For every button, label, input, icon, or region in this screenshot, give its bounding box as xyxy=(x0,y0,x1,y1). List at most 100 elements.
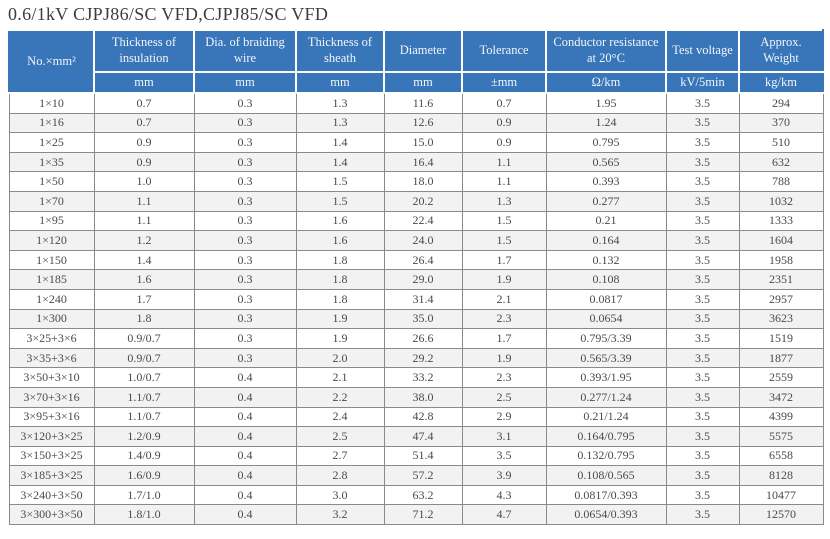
cell-sheath: 1.3 xyxy=(295,112,385,134)
cell-braiding: 0.3 xyxy=(193,269,297,290)
cell-diameter: 31.4 xyxy=(383,288,463,310)
cell-braiding: 0.3 xyxy=(193,288,297,310)
cell-weight: 294 xyxy=(738,92,824,114)
cell-resistance: 0.108/0.565 xyxy=(545,465,667,486)
cell-braiding: 0.3 xyxy=(193,171,297,192)
cell-testvoltage: 3.5 xyxy=(665,328,740,349)
cell-braiding: 0.3 xyxy=(193,132,297,153)
cell-tolerance: 1.5 xyxy=(461,210,547,232)
cell-size: 3×25+3×6 xyxy=(8,328,95,349)
cell-diameter: 51.4 xyxy=(383,445,463,467)
column-header-diameter: Diameter xyxy=(383,29,463,73)
cell-diameter: 33.2 xyxy=(383,367,463,388)
cell-testvoltage: 3.5 xyxy=(665,151,740,173)
cell-insulation: 1.1/0.7 xyxy=(93,406,195,428)
cell-insulation: 1.6 xyxy=(93,269,195,290)
header-unit-row: mm mm mm mm ±mm Ω/km kV/5min kg/km xyxy=(9,71,824,94)
cell-braiding: 0.4 xyxy=(193,367,297,388)
cell-sheath: 2.8 xyxy=(295,465,385,486)
cell-testvoltage: 3.5 xyxy=(665,386,740,408)
cell-braiding: 0.3 xyxy=(193,210,297,232)
cell-insulation: 1.6/0.9 xyxy=(93,465,195,486)
cell-resistance: 0.393 xyxy=(545,171,667,192)
cell-sheath: 1.8 xyxy=(295,269,385,290)
cell-resistance: 0.0654 xyxy=(545,308,667,330)
cell-size: 1×120 xyxy=(8,230,95,251)
cell-tolerance: 4.7 xyxy=(461,504,547,526)
unit-resistance: Ω/km xyxy=(545,71,667,94)
cell-sheath: 1.6 xyxy=(295,210,385,232)
cell-testvoltage: 3.5 xyxy=(665,445,740,467)
cell-diameter: 20.2 xyxy=(383,190,463,212)
table-row: 3×240+3×50 1.7/1.0 0.4 3.0 63.2 4.3 0.0817/0.3… xyxy=(8,484,824,506)
cell-resistance: 0.132 xyxy=(545,249,667,271)
column-header-insulation: Thickness of insulation xyxy=(93,29,195,73)
cell-diameter: 24.0 xyxy=(383,230,463,251)
cell-tolerance: 0.9 xyxy=(461,132,547,153)
column-header-tolerance: Tolerance xyxy=(461,29,547,73)
table-row: 3×50+3×10 1.0/0.7 0.4 2.1 33.2 2.3 0.393/1.95 3… xyxy=(8,367,824,388)
cell-insulation: 1.0 xyxy=(93,171,195,192)
table-row: 1×10 0.7 0.3 1.3 11.6 0.7 1.95 3.5 294 xyxy=(8,92,824,114)
cell-diameter: 16.4 xyxy=(383,151,463,173)
cell-sheath: 2.4 xyxy=(295,406,385,428)
cell-testvoltage: 3.5 xyxy=(665,484,740,506)
table-row: 3×35+3×6 0.9/0.7 0.3 2.0 29.2 1.9 0.565/3.39 3.… xyxy=(8,347,824,369)
cell-size: 3×95+3×16 xyxy=(8,406,95,428)
cell-weight: 4399 xyxy=(738,406,824,428)
table-row: 1×95 1.1 0.3 1.6 22.4 1.5 0.21 3.5 1333 xyxy=(8,210,824,232)
cell-braiding: 0.4 xyxy=(193,426,297,447)
cell-sheath: 2.5 xyxy=(295,426,385,447)
cell-insulation: 1.8 xyxy=(93,308,195,330)
cell-tolerance: 1.9 xyxy=(461,347,547,369)
cell-resistance: 0.0817/0.393 xyxy=(545,484,667,506)
cell-testvoltage: 3.5 xyxy=(665,249,740,271)
cell-sheath: 1.8 xyxy=(295,249,385,271)
table-row: 3×185+3×25 1.6/0.9 0.4 2.8 57.2 3.9 0.108/0.56… xyxy=(8,465,824,486)
column-header-weight: Approx. Weight xyxy=(738,29,824,73)
cell-tolerance: 2.9 xyxy=(461,406,547,428)
cell-resistance: 0.795 xyxy=(545,132,667,153)
cell-sheath: 2.7 xyxy=(295,445,385,467)
unit-tolerance: ±mm xyxy=(461,71,547,94)
cell-sheath: 1.9 xyxy=(295,328,385,349)
cell-testvoltage: 3.5 xyxy=(665,92,740,114)
cell-size: 3×35+3×6 xyxy=(8,347,95,369)
cell-insulation: 1.2/0.9 xyxy=(93,426,195,447)
cell-testvoltage: 3.5 xyxy=(665,190,740,212)
cell-resistance: 0.132/0.795 xyxy=(545,445,667,467)
table-row: 1×150 1.4 0.3 1.8 26.4 1.7 0.132 3.5 1958 xyxy=(8,249,824,271)
cell-sheath: 1.8 xyxy=(295,288,385,310)
page-title: 0.6/1kV CJPJ86/SC VFD,CJPJ85/SC VFD xyxy=(8,4,329,24)
cell-sheath: 1.9 xyxy=(295,308,385,330)
cell-size: 1×50 xyxy=(8,171,95,192)
table-row: 3×70+3×16 1.1/0.7 0.4 2.2 38.0 2.5 0.277/1.24 3… xyxy=(8,386,824,408)
cell-size: 1×150 xyxy=(8,249,95,271)
cell-size: 3×240+3×50 xyxy=(8,484,95,506)
cell-insulation: 1.4/0.9 xyxy=(93,445,195,467)
cell-size: 1×16 xyxy=(8,112,95,134)
cell-size: 1×240 xyxy=(8,288,95,310)
cell-weight: 3623 xyxy=(738,308,824,330)
cell-diameter: 15.0 xyxy=(383,132,463,153)
cell-resistance: 0.164/0.795 xyxy=(545,426,667,447)
table-row: 1×70 1.1 0.3 1.5 20.2 1.3 0.277 3.5 1032 xyxy=(8,190,824,212)
cell-tolerance: 3.9 xyxy=(461,465,547,486)
table-body: 1×10 0.7 0.3 1.3 11.6 0.7 1.95 3.5 294 1×16 0.7 0.3… xyxy=(8,92,824,526)
cell-diameter: 35.0 xyxy=(383,308,463,330)
cell-weight: 2351 xyxy=(738,269,824,290)
cell-resistance: 0.795/3.39 xyxy=(545,328,667,349)
cell-size: 1×95 xyxy=(8,210,95,232)
cell-resistance: 0.393/1.95 xyxy=(545,367,667,388)
cell-resistance: 0.277/1.24 xyxy=(545,386,667,408)
column-header-braiding: Dia. of braiding wire xyxy=(193,29,297,73)
cell-braiding: 0.4 xyxy=(193,406,297,428)
cell-weight: 8128 xyxy=(738,465,824,486)
cell-testvoltage: 3.5 xyxy=(665,426,740,447)
cell-weight: 3472 xyxy=(738,386,824,408)
cell-braiding: 0.3 xyxy=(193,347,297,369)
cell-braiding: 0.4 xyxy=(193,386,297,408)
table-row: 1×50 1.0 0.3 1.5 18.0 1.1 0.393 3.5 788 xyxy=(8,171,824,192)
cell-resistance: 1.95 xyxy=(545,92,667,114)
